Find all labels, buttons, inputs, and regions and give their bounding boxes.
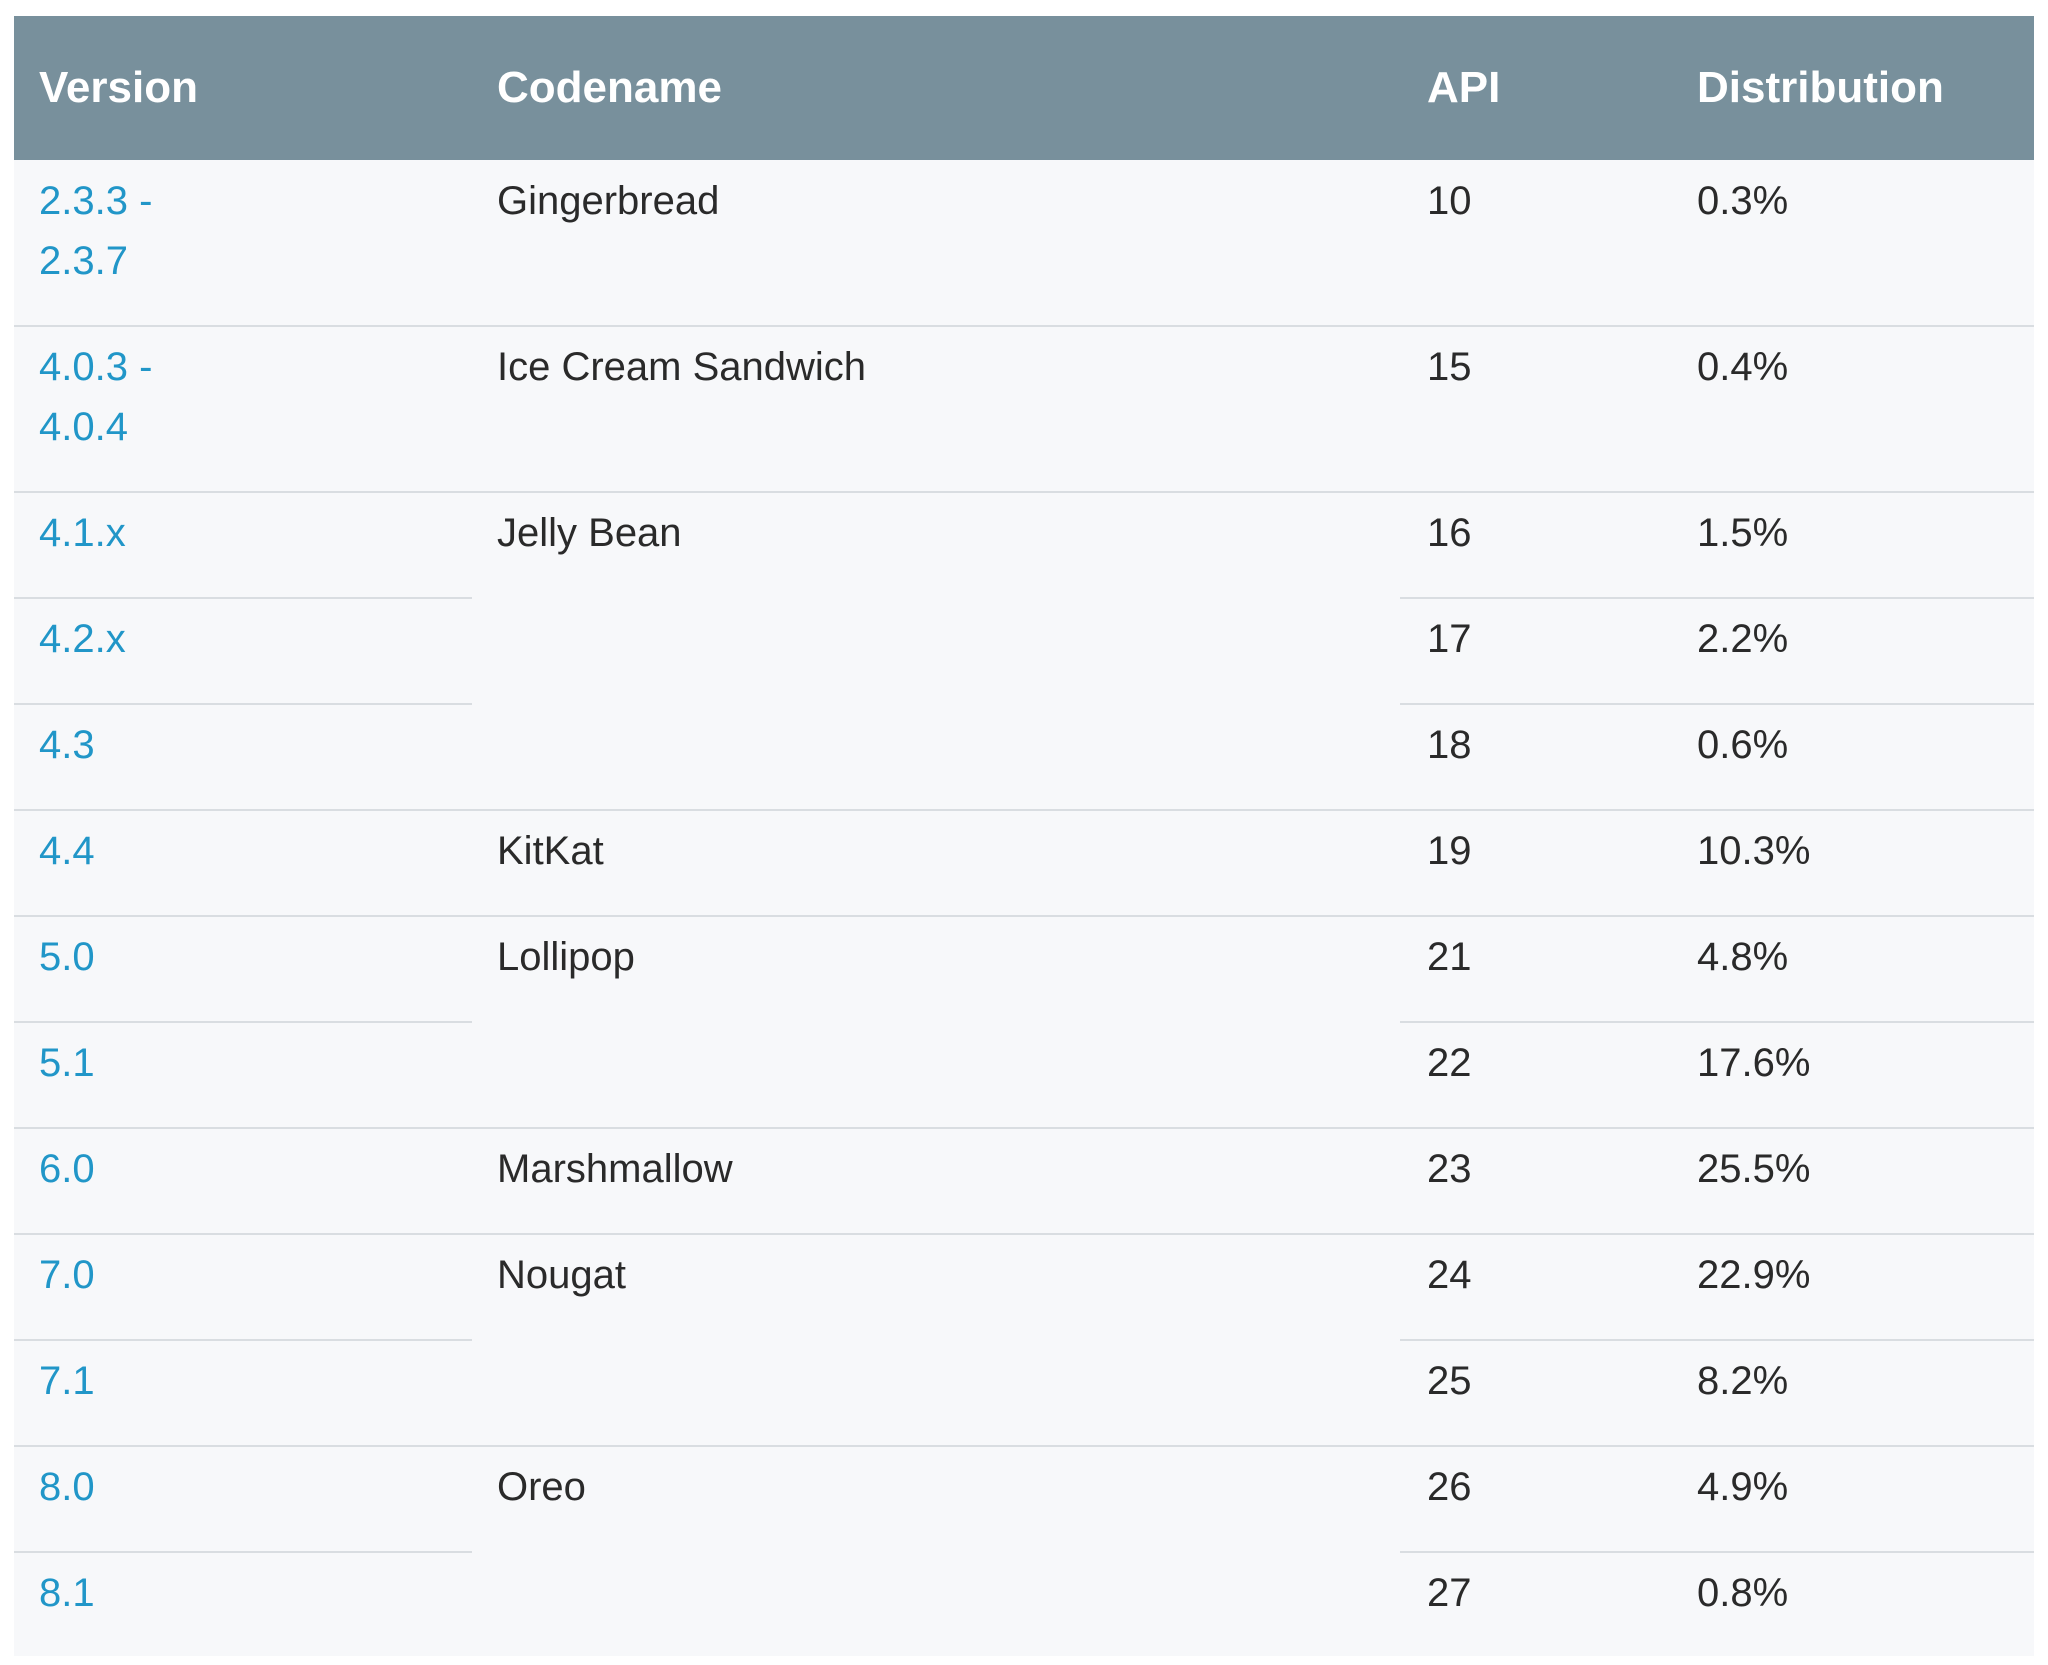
version-link[interactable]: 4.3 [39,723,95,767]
codename-cell: Nougat [497,1253,626,1297]
row-divider-right [1400,1021,2034,1023]
codename-cell: Marshmallow [497,1147,733,1191]
version-link[interactable]: 8.1 [39,1571,95,1615]
row-divider-left [14,597,472,599]
row-divider-left [14,703,472,705]
api-cell: 23 [1427,1147,1472,1191]
version-link[interactable]: 4.4 [39,829,95,873]
row-divider [14,1127,2034,1129]
row-divider-left [14,1021,472,1023]
api-cell: 25 [1427,1359,1472,1403]
version-link[interactable]: 7.1 [39,1359,95,1403]
version-link[interactable]: 6.0 [39,1147,95,1191]
row-divider [14,1233,2034,1235]
distribution-cell: 22.9% [1697,1253,1811,1297]
codename-cell: Ice Cream Sandwich [497,345,867,389]
api-cell: 21 [1427,935,1472,979]
header-distribution[interactable]: Distribution [1697,63,1944,112]
distribution-cell: 10.3% [1697,829,1811,873]
header-api[interactable]: API [1427,63,1501,112]
version-link[interactable]: 2.3.3 - 2.3.7 [39,179,153,283]
api-cell: 17 [1427,617,1472,661]
distribution-cell: 17.6% [1697,1041,1811,1085]
codename-cell: Lollipop [497,935,635,979]
row-divider-left [14,1339,472,1341]
row-divider-right [1400,1339,2034,1341]
header-version[interactable]: Version [39,63,198,112]
row-divider [14,1445,2034,1447]
api-cell: 24 [1427,1253,1472,1297]
distribution-cell: 0.3% [1697,179,1789,223]
distribution-cell: 2.2% [1697,617,1789,661]
api-cell: 22 [1427,1041,1472,1085]
row-divider [14,809,2034,811]
row-divider-left [14,1551,472,1553]
codename-cell: Gingerbread [497,179,720,223]
codename-cell: Jelly Bean [497,511,682,555]
row-divider-right [1400,703,2034,705]
table-body: 2.3.3 - 2.3.7 Gingerbread 10 0.3% 4.0.3 - 4.… [14,160,2034,1656]
version-link[interactable]: 5.1 [39,1041,95,1085]
api-cell: 18 [1427,723,1472,767]
row-divider [14,325,2034,327]
distribution-cell: 0.6% [1697,723,1789,767]
api-cell: 16 [1427,511,1472,555]
row-divider [14,915,2034,917]
version-link[interactable]: 4.1.x [39,511,126,555]
row-divider [14,491,2034,493]
version-link[interactable]: 4.2.x [39,617,126,661]
row-divider-right [1400,597,2034,599]
version-link[interactable]: 7.0 [39,1253,95,1297]
distribution-cell: 4.8% [1697,935,1789,979]
distribution-cell: 0.4% [1697,345,1789,389]
distribution-cell: 25.5% [1697,1147,1811,1191]
table-header: Version Codename API Distribution [14,16,2034,160]
version-link[interactable]: 4.0.3 - 4.0.4 [39,345,153,449]
distribution-cell: 0.8% [1697,1571,1789,1615]
codename-cell: KitKat [497,829,604,873]
distribution-cell: 1.5% [1697,511,1789,555]
distribution-cell: 8.2% [1697,1359,1789,1403]
api-cell: 27 [1427,1571,1472,1615]
api-cell: 19 [1427,829,1472,873]
android-distribution-table: Version Codename API Distribution 2.3.3 … [14,16,2034,1656]
version-link[interactable]: 8.0 [39,1465,95,1509]
api-cell: 26 [1427,1465,1472,1509]
api-cell: 15 [1427,345,1472,389]
row-divider-right [1400,1551,2034,1553]
version-link[interactable]: 5.0 [39,935,95,979]
codename-cell: Oreo [497,1465,586,1509]
distribution-cell: 4.9% [1697,1465,1789,1509]
header-codename[interactable]: Codename [497,63,722,112]
api-cell: 10 [1427,179,1472,223]
